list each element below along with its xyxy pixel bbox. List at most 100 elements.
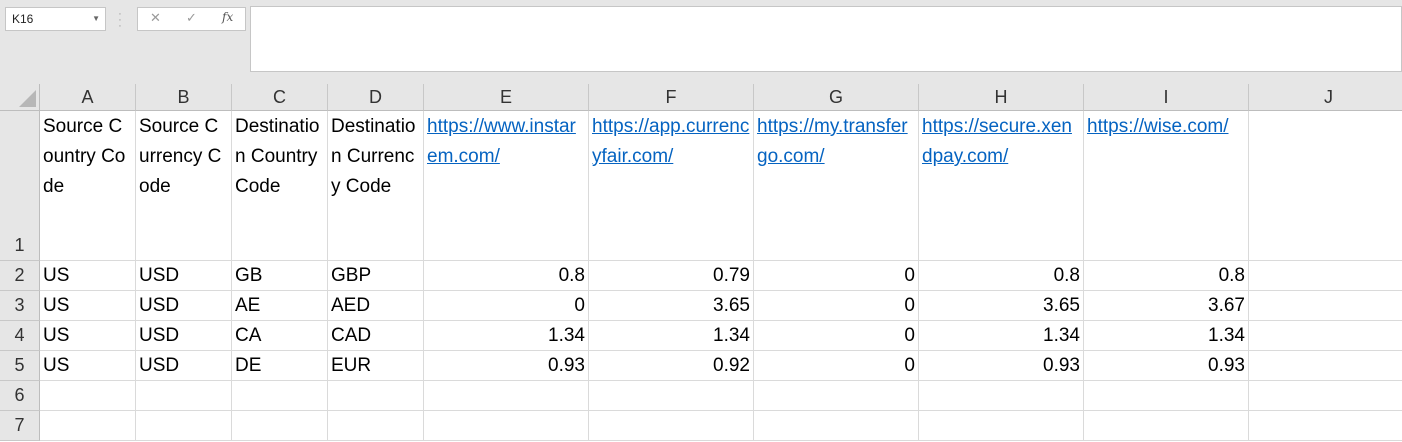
column-header-f[interactable]: F xyxy=(589,84,754,111)
cell-i6[interactable] xyxy=(1084,381,1249,411)
cell-a1[interactable]: Source Country Code xyxy=(40,111,136,261)
cell-d5[interactable]: EUR xyxy=(328,351,424,381)
hyperlink[interactable]: https://secure.xendpay.com/ xyxy=(922,116,1072,167)
cell-c6[interactable] xyxy=(232,381,328,411)
cell-h5[interactable]: 0.93 xyxy=(919,351,1084,381)
cell-d1[interactable]: Destination Currency Code xyxy=(328,111,424,261)
cell-j1[interactable] xyxy=(1249,111,1402,261)
row-header-5[interactable]: 5 xyxy=(0,351,40,381)
column-header-h[interactable]: H xyxy=(919,84,1084,111)
cell-e5[interactable]: 0.93 xyxy=(424,351,589,381)
chevron-down-icon[interactable]: ▼ xyxy=(92,14,100,23)
cell-g5[interactable]: 0 xyxy=(754,351,919,381)
cell-i7[interactable] xyxy=(1084,411,1249,441)
cell-e1[interactable]: https://www.instarem.com/ xyxy=(424,111,589,261)
cell-j4[interactable] xyxy=(1249,321,1402,351)
cell-f3[interactable]: 3.65 xyxy=(589,291,754,321)
cell-a5[interactable]: US xyxy=(40,351,136,381)
column-header-j[interactable]: J xyxy=(1249,84,1402,111)
cell-e2[interactable]: 0.8 xyxy=(424,261,589,291)
cell-e6[interactable] xyxy=(424,381,589,411)
row-header-2[interactable]: 2 xyxy=(0,261,40,291)
cell-i2[interactable]: 0.8 xyxy=(1084,261,1249,291)
cell-f6[interactable] xyxy=(589,381,754,411)
cell-j6[interactable] xyxy=(1249,381,1402,411)
cell-b1[interactable]: Source Currency Code xyxy=(136,111,232,261)
hyperlink[interactable]: https://my.transfergo.com/ xyxy=(757,116,908,167)
hyperlink[interactable]: https://www.instarem.com/ xyxy=(427,116,576,167)
cell-h1[interactable]: https://secure.xendpay.com/ xyxy=(919,111,1084,261)
cell-d7[interactable] xyxy=(328,411,424,441)
hyperlink[interactable]: https://wise.com/ xyxy=(1087,116,1229,137)
cell-j7[interactable] xyxy=(1249,411,1402,441)
more-options-icon[interactable]: · · · xyxy=(118,8,122,32)
cell-b6[interactable] xyxy=(136,381,232,411)
check-icon[interactable]: ✓ xyxy=(186,10,197,25)
hyperlink[interactable]: https://app.currencyfair.com/ xyxy=(592,116,750,167)
cell-h4[interactable]: 1.34 xyxy=(919,321,1084,351)
column-header-b[interactable]: B xyxy=(136,84,232,111)
cell-f2[interactable]: 0.79 xyxy=(589,261,754,291)
cell-b2[interactable]: USD xyxy=(136,261,232,291)
row-header-1[interactable]: 1 xyxy=(0,111,40,261)
column-header-e[interactable]: E xyxy=(424,84,589,111)
insert-function-icon[interactable]: fx xyxy=(222,10,234,24)
cell-h6[interactable] xyxy=(919,381,1084,411)
cell-e4[interactable]: 1.34 xyxy=(424,321,589,351)
cell-g7[interactable] xyxy=(754,411,919,441)
cell-h3[interactable]: 3.65 xyxy=(919,291,1084,321)
cell-a6[interactable] xyxy=(40,381,136,411)
row-header-3[interactable]: 3 xyxy=(0,291,40,321)
cell-g2[interactable]: 0 xyxy=(754,261,919,291)
cell-e7[interactable] xyxy=(424,411,589,441)
cell-g3[interactable]: 0 xyxy=(754,291,919,321)
column-header-c[interactable]: C xyxy=(232,84,328,111)
cell-d2[interactable]: GBP xyxy=(328,261,424,291)
cell-h2[interactable]: 0.8 xyxy=(919,261,1084,291)
cell-c7[interactable] xyxy=(232,411,328,441)
row-header-4[interactable]: 4 xyxy=(0,321,40,351)
cell-j5[interactable] xyxy=(1249,351,1402,381)
cell-b7[interactable] xyxy=(136,411,232,441)
cell-b5[interactable]: USD xyxy=(136,351,232,381)
cell-h7[interactable] xyxy=(919,411,1084,441)
cell-a7[interactable] xyxy=(40,411,136,441)
cell-f1[interactable]: https://app.currencyfair.com/ xyxy=(589,111,754,261)
column-header-d[interactable]: D xyxy=(328,84,424,111)
cell-c2[interactable]: GB xyxy=(232,261,328,291)
row-header-7[interactable]: 7 xyxy=(0,411,40,441)
cell-c3[interactable]: AE xyxy=(232,291,328,321)
cell-d4[interactable]: CAD xyxy=(328,321,424,351)
cell-a4[interactable]: US xyxy=(40,321,136,351)
cell-i1[interactable]: https://wise.com/ xyxy=(1084,111,1249,261)
cancel-icon[interactable]: ✕ xyxy=(150,10,161,25)
cell-i5[interactable]: 0.93 xyxy=(1084,351,1249,381)
column-header-i[interactable]: I xyxy=(1084,84,1249,111)
cell-d3[interactable]: AED xyxy=(328,291,424,321)
cell-b4[interactable]: USD xyxy=(136,321,232,351)
cell-g1[interactable]: https://my.transfergo.com/ xyxy=(754,111,919,261)
cell-c1[interactable]: Destination Country Code xyxy=(232,111,328,261)
cell-f7[interactable] xyxy=(589,411,754,441)
cell-e3[interactable]: 0 xyxy=(424,291,589,321)
name-box[interactable]: K16 ▼ xyxy=(5,7,106,31)
cell-g6[interactable] xyxy=(754,381,919,411)
cell-c5[interactable]: DE xyxy=(232,351,328,381)
select-all-button[interactable] xyxy=(0,84,40,111)
cell-i4[interactable]: 1.34 xyxy=(1084,321,1249,351)
row-header-6[interactable]: 6 xyxy=(0,381,40,411)
cell-a2[interactable]: US xyxy=(40,261,136,291)
cell-b3[interactable]: USD xyxy=(136,291,232,321)
cell-i3[interactable]: 3.67 xyxy=(1084,291,1249,321)
cell-a3[interactable]: US xyxy=(40,291,136,321)
cell-c4[interactable]: CA xyxy=(232,321,328,351)
formula-input[interactable] xyxy=(250,6,1402,72)
cell-g4[interactable]: 0 xyxy=(754,321,919,351)
cell-j3[interactable] xyxy=(1249,291,1402,321)
cell-d6[interactable] xyxy=(328,381,424,411)
column-header-a[interactable]: A xyxy=(40,84,136,111)
cell-f4[interactable]: 1.34 xyxy=(589,321,754,351)
cell-j2[interactable] xyxy=(1249,261,1402,291)
column-header-g[interactable]: G xyxy=(754,84,919,111)
cell-f5[interactable]: 0.92 xyxy=(589,351,754,381)
